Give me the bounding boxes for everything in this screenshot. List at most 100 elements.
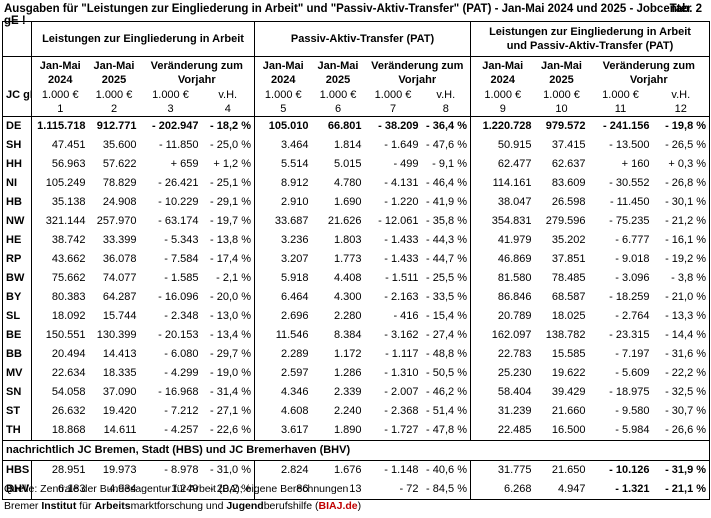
cell-col-7: - 2.163 (384, 291, 419, 303)
table-row: HE 38.742 33.399 - 5.343 - 13,8 % 3.236 1.803 -… (3, 231, 710, 250)
cell-col-8: - 46,4 % (426, 177, 468, 189)
cell-col-5: 2.824 (254, 460, 312, 480)
cell-col-11: - 75.235 (609, 215, 650, 227)
row-label: SN (6, 386, 22, 398)
cell-col-3: - 1.249 (164, 483, 199, 495)
cell-col-7: - 1.433 (384, 253, 419, 265)
cell-col-9: 20.789 (470, 307, 535, 326)
cell-col-4: - 31,0 % (201, 460, 255, 480)
cell-col-8: - 25,5 % (426, 272, 468, 284)
row-label: BHV (6, 483, 30, 495)
cell-col-10: 78.485 (551, 272, 586, 284)
cell-col-9: 81.580 (470, 269, 535, 288)
row-label: SL (6, 310, 21, 322)
table-row: MV 22.634 18.335 - 4.299 - 19,0 % 2.597 1.286 -… (3, 364, 710, 383)
header-group-row: Leistungen zur Eingliederung in Arbeit P… (2, 21, 710, 57)
cell-col-3: - 7.584 (164, 253, 199, 265)
cell-col-3: - 10.229 (158, 196, 199, 208)
cell-col-9: 162.097 (470, 326, 535, 345)
cell-col-1: 22.634 (31, 364, 89, 383)
table-row: BY 80.383 64.287 - 16.096 - 20,0 % 6.464 4.300… (3, 288, 710, 307)
cell-col-11: - 9.580 (615, 405, 650, 417)
cell-col-3: - 6.080 (164, 348, 199, 360)
row-label: BB (6, 348, 22, 360)
cell-col-11: - 1.321 (615, 483, 650, 495)
row-label: HBS (2, 460, 32, 480)
cell-col-1: 56.963 (31, 155, 89, 174)
cell-col-5: 2.597 (254, 364, 312, 383)
cell-col-7: - 2.007 (384, 386, 419, 398)
cell-col-1: 80.383 (31, 288, 89, 307)
cell-col-2: 4.934 (108, 483, 137, 495)
cell-col-2: 257.970 (96, 215, 137, 227)
cell-col-7: - 1.310 (384, 367, 419, 379)
row-label: NI (6, 177, 17, 189)
cell-col-4: - 13,8 % (210, 234, 252, 246)
cell-col-8: - 47,8 % (426, 424, 468, 436)
cell-col-6: 2.240 (333, 405, 362, 417)
cell-col-1: 43.662 (31, 250, 89, 269)
cell-col-6: 8.384 (333, 329, 362, 341)
cell-col-6: 2.339 (333, 386, 362, 398)
cell-col-12: - 30,7 % (665, 405, 707, 417)
cell-col-6: 2.280 (333, 310, 362, 322)
cell-col-4: - 22,6 % (210, 424, 252, 436)
table-row: RP 43.662 36.078 - 7.584 - 17,4 % 3.207 1.773 -… (3, 250, 710, 269)
cell-col-8: - 41,9 % (426, 196, 468, 208)
table-row: ST 26.632 19.420 - 7.212 - 27,1 % 4.608 2.240 -… (3, 402, 710, 421)
cell-col-6: 1.172 (333, 348, 362, 360)
cell-col-5: 5.514 (254, 155, 312, 174)
table-title: Ausgaben für "Leistungen zur Eingliederu… (4, 3, 704, 27)
cell-col-10: 279.596 (545, 215, 586, 227)
cell-col-8: - 9,1 % (432, 158, 468, 170)
row-label: TH (6, 424, 21, 436)
cell-col-2: 37.090 (102, 386, 137, 398)
row-label: NW (6, 215, 25, 227)
table-row: BW 75.662 74.077 - 1.585 - 2,1 % 5.918 4.408 - … (3, 269, 710, 288)
cell-col-12: - 19,8 % (652, 116, 710, 136)
cell-col-12: - 26,8 % (665, 177, 707, 189)
cell-col-5: 3.207 (254, 250, 312, 269)
cell-col-5: 8.912 (254, 174, 312, 193)
group-eingliederung: Leistungen zur Eingliederung in Arbeit (30, 21, 255, 57)
cell-col-7: - 1.220 (384, 196, 419, 208)
table-row: HB 35.138 24.908 - 10.229 - 29,1 % 2.910 1.690… (3, 193, 710, 212)
cell-col-5: 2.289 (254, 345, 312, 364)
cell-col-8: - 48,8 % (426, 348, 468, 360)
cell-col-9: 46.869 (470, 250, 535, 269)
cell-col-7: - 1.649 (384, 139, 419, 151)
cell-col-8: - 46,2 % (426, 386, 468, 398)
cell-col-10: 21.650 (534, 460, 589, 480)
cell-col-3: - 8.978 (139, 460, 202, 480)
cell-col-1: 105.249 (31, 174, 89, 193)
cell-col-2: 57.622 (102, 158, 137, 170)
cell-col-7: - 12.061 (378, 215, 419, 227)
cell-col-9: 6.268 (470, 480, 535, 500)
table-row: SL 18.092 15.744 - 2.348 - 13,0 % 2.696 2.280 -… (3, 307, 710, 326)
cell-col-12: - 22,2 % (665, 367, 707, 379)
cell-col-1: 18.868 (31, 421, 89, 441)
table-row: HBS 28.951 19.973- 8.978- 31,0 % 2.824 1.676… (2, 460, 710, 480)
cell-col-8: - 36,4 % (421, 116, 471, 136)
cell-col-12: - 26,5 % (665, 139, 707, 151)
cell-col-2: 18.335 (102, 367, 137, 379)
cell-col-4: - 20,2 % (210, 483, 252, 495)
cell-col-8: - 33,5 % (426, 291, 468, 303)
cell-col-2: 33.399 (102, 234, 137, 246)
cell-col-10: 68.587 (551, 291, 586, 303)
table-row: TH 18.868 14.611 - 4.257 - 22,6 % 3.617 1.890 -… (3, 421, 710, 441)
cell-col-3: - 5.343 (164, 234, 199, 246)
row-label: SH (6, 139, 22, 151)
cell-col-4: - 27,1 % (210, 405, 252, 417)
table-row: BB 20.494 14.413 - 6.080 - 29,7 % 2.289 1.172 -… (3, 345, 710, 364)
cell-col-8: - 84,5 % (426, 483, 468, 495)
cell-col-1: 47.451 (31, 136, 89, 155)
cell-col-9: 62.477 (470, 155, 535, 174)
cell-col-10: 35.202 (551, 234, 586, 246)
cell-col-12: - 21,0 % (665, 291, 707, 303)
cell-col-12: - 31,9 % (652, 460, 710, 480)
cell-col-10: 18.025 (551, 310, 586, 322)
row-label: RP (6, 253, 22, 265)
cell-col-9: 41.979 (470, 231, 535, 250)
tab-label: Tab. 2 (669, 3, 702, 15)
